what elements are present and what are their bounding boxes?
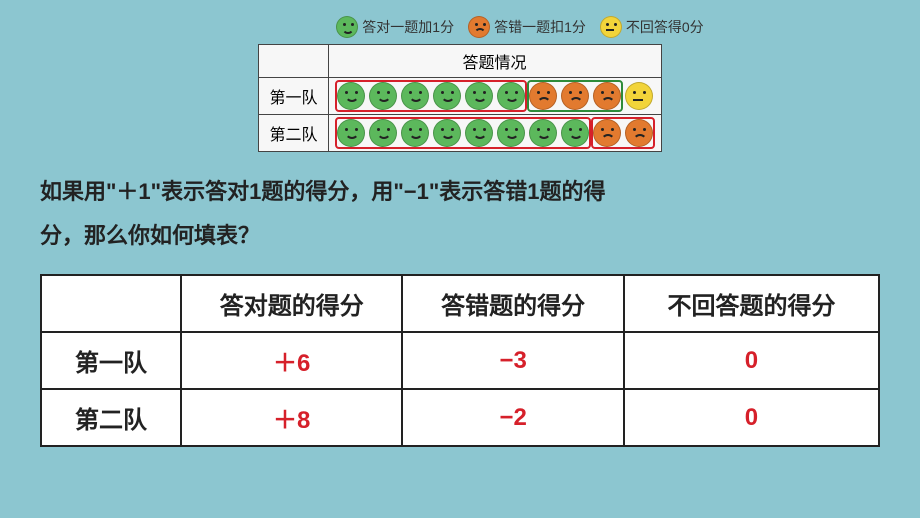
smile-icon (369, 119, 397, 147)
top-table: 答题情况 第一队第二队 (258, 44, 661, 152)
smile-icon (465, 119, 493, 147)
answer-value: −2 (402, 389, 623, 446)
answer-row-label: 第二队 (41, 389, 181, 446)
top-row-label: 第一队 (259, 78, 328, 115)
legend-skip-label: 不回答得0分 (626, 17, 704, 37)
answer-value: −3 (402, 332, 623, 389)
answer-value: 0 (624, 332, 879, 389)
frown-icon (593, 119, 621, 147)
smile-icon (369, 82, 397, 110)
answer-row-label: 第一队 (41, 332, 181, 389)
frown-icon (593, 82, 621, 110)
answer-value: 0 (624, 389, 879, 446)
smile-icon (433, 119, 461, 147)
smile-icon (497, 82, 525, 110)
prompt-line1: 如果用"＋1"表示答对1题的得分，用"−1"表示答错1题的得 (40, 179, 606, 204)
answer-table: 答对题的得分答错题的得分不回答题的得分 第一队＋6−30 第二队＋8−20 (40, 274, 880, 447)
frown-icon (625, 119, 653, 147)
neutral-icon (600, 16, 622, 38)
top-table-corner (259, 45, 328, 78)
smile-icon (401, 119, 429, 147)
smile-icon (465, 82, 493, 110)
top-table-header: 答题情况 (328, 45, 661, 78)
top-row-faces (328, 78, 661, 115)
answer-col-header: 答错题的得分 (402, 275, 623, 332)
answer-value: ＋8 (181, 389, 402, 446)
answer-col-header: 不回答题的得分 (624, 275, 879, 332)
legend-wrong: 答错一题扣1分 (468, 16, 586, 38)
top-row-label: 第二队 (259, 115, 328, 152)
neutral-icon (625, 82, 653, 110)
prompt-text: 如果用"＋1"表示答对1题的得分，用"−1"表示答错1题的得 分，那么你如何填表… (40, 170, 880, 258)
smile-icon (433, 82, 461, 110)
smile-icon (401, 82, 429, 110)
answer-col-header: 答对题的得分 (181, 275, 402, 332)
legend-wrong-label: 答错一题扣1分 (494, 17, 586, 37)
legend-correct: 答对一题加1分 (336, 16, 454, 38)
smile-icon (529, 119, 557, 147)
smile-icon (561, 119, 589, 147)
answer-value: ＋6 (181, 332, 402, 389)
legend-skip: 不回答得0分 (600, 16, 704, 38)
frown-icon (468, 16, 490, 38)
legend-correct-label: 答对一题加1分 (362, 17, 454, 37)
smile-icon (497, 119, 525, 147)
smile-icon (337, 119, 365, 147)
frown-icon (561, 82, 589, 110)
answer-col-header (41, 275, 181, 332)
prompt-line2: 分，那么你如何填表？ (40, 223, 260, 248)
frown-icon (529, 82, 557, 110)
top-row-faces (328, 115, 661, 152)
legend: 答对一题加1分 答错一题扣1分 不回答得0分 (160, 16, 880, 38)
smile-icon (336, 16, 358, 38)
smile-icon (337, 82, 365, 110)
